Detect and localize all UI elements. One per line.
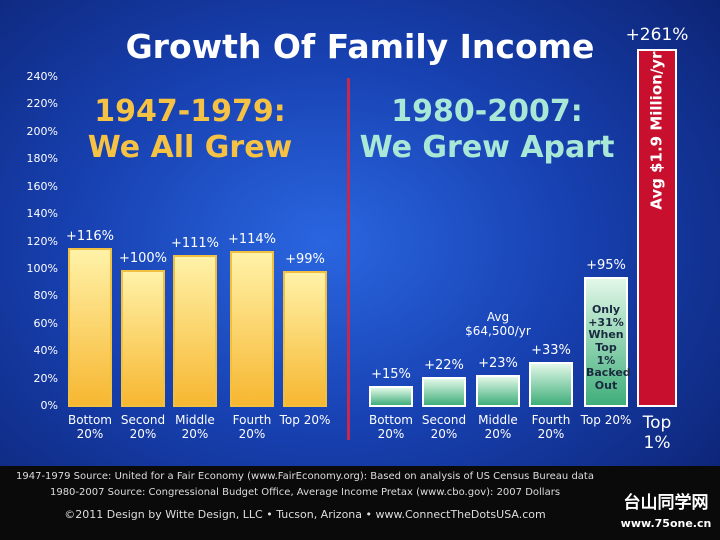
y-tick-label: 240% — [26, 70, 58, 83]
y-tick-label: 160% — [26, 179, 58, 193]
bar — [637, 49, 677, 407]
annotation: Avg $1.9 Million/yr — [647, 51, 666, 210]
panel-title: 1980-2007: — [391, 94, 583, 129]
y-tick-label: 140% — [26, 207, 58, 221]
panel-subtitle: We All Grew — [87, 130, 293, 165]
bar — [369, 386, 413, 407]
y-tick-label: 220% — [26, 97, 58, 111]
x-tick-label: Bottom 20% — [67, 413, 112, 441]
bar — [584, 276, 628, 407]
panel-subtitle: We Grew Apart — [359, 130, 615, 165]
chart-title: Growth Of Family Income — [125, 27, 595, 66]
value-label: +33% — [531, 342, 571, 358]
footer-text: 1947-1979 Source: United for a Fair Econ… — [16, 471, 594, 482]
value-label: +15% — [371, 367, 411, 383]
x-tick-label: Top 1% — [642, 413, 672, 453]
x-tick-label: Top 20% — [279, 413, 331, 427]
x-tick-label: Fourth 20% — [232, 413, 272, 441]
x-tick-label: Second 20% — [120, 413, 166, 441]
value-label: +116% — [65, 228, 115, 244]
x-tick-label: Bottom 20% — [368, 413, 413, 441]
value-label: +95% — [586, 257, 626, 273]
bar — [283, 271, 327, 407]
watermark: www.75one.cn — [620, 517, 712, 530]
bar — [529, 361, 573, 407]
y-tick-label: 0% — [40, 399, 58, 412]
value-label: +22% — [424, 357, 464, 373]
y-tick-label: 120% — [26, 234, 58, 248]
bar — [422, 376, 466, 407]
bar — [68, 247, 112, 407]
annotation: Only +31% When Top 1% Backed Out — [586, 303, 631, 392]
bar — [230, 250, 274, 407]
bar — [173, 254, 217, 407]
bar — [476, 375, 520, 407]
x-tick-label: Middle 20% — [175, 413, 215, 441]
y-tick-label: 40% — [33, 344, 58, 358]
value-label: +99% — [285, 252, 325, 268]
value-label: +111% — [170, 235, 220, 251]
y-tick-label: 20% — [33, 371, 58, 385]
y-tick-label: 60% — [33, 316, 58, 330]
divider — [347, 78, 350, 440]
footer-text: 1980-2007 Source: Congressional Budget O… — [49, 487, 561, 498]
panel-title: 1947-1979: — [94, 94, 286, 129]
y-tick-label: 100% — [26, 261, 58, 275]
bar — [121, 269, 165, 407]
footer-text: ©2011 Design by Witte Design, LLC • Tucs… — [64, 508, 546, 521]
x-tick-label: Second 20% — [421, 413, 467, 441]
watermark: 台山同学网 — [623, 493, 709, 513]
footer: 1947-1979 Source: United for a Fair Econ… — [0, 466, 720, 540]
y-tick-label: 200% — [26, 124, 58, 138]
annotation: Avg $64,500/yr — [465, 310, 531, 338]
value-label: +100% — [118, 250, 168, 266]
y-tick-label: 80% — [33, 289, 58, 303]
value-label: +261% — [625, 25, 689, 46]
value-label: +23% — [478, 356, 518, 372]
x-tick-label: Fourth 20% — [531, 413, 571, 441]
x-tick-label: Middle 20% — [478, 413, 518, 441]
x-tick-label: Top 20% — [580, 413, 632, 427]
value-label: +114% — [227, 231, 277, 247]
y-tick-label: 180% — [26, 152, 58, 166]
